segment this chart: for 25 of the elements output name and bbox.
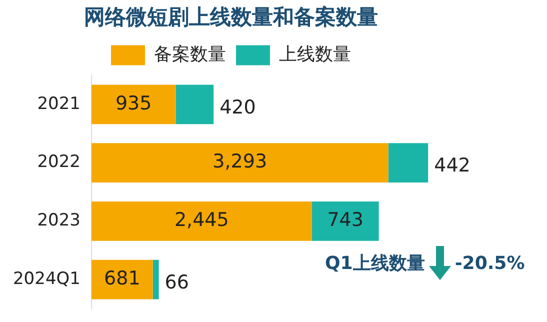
bar bbox=[91, 201, 312, 241]
y-tick-label: 2023 bbox=[37, 210, 80, 231]
y-tick-label: 2024Q1 bbox=[12, 269, 80, 290]
legend-label: 备案数量 bbox=[154, 44, 226, 65]
bar bbox=[91, 143, 388, 183]
bar bbox=[176, 84, 214, 124]
data-label: 681 bbox=[104, 268, 140, 290]
text: -20.5% bbox=[454, 252, 525, 274]
y-tick-label: 2021 bbox=[37, 94, 80, 114]
data-label: 3,293 bbox=[212, 150, 268, 173]
data-label: 743 bbox=[327, 209, 364, 232]
y-tick-label: 2022 bbox=[37, 152, 80, 172]
data-label: 442 bbox=[434, 154, 470, 177]
bar bbox=[388, 143, 428, 183]
chart-title: 网络微短剧上线数量和备案数量 bbox=[84, 5, 378, 30]
data-label: 66 bbox=[164, 272, 189, 294]
bar bbox=[91, 84, 176, 124]
data-label: 2,445 bbox=[174, 209, 229, 232]
legend-label: 上线数量 bbox=[279, 44, 351, 65]
data-label: 935 bbox=[115, 92, 152, 114]
bar bbox=[152, 260, 159, 300]
bar bbox=[312, 201, 379, 241]
annotation: Q1上线数量 bbox=[325, 252, 425, 275]
bar bbox=[91, 260, 153, 300]
data-label: 420 bbox=[220, 96, 256, 118]
